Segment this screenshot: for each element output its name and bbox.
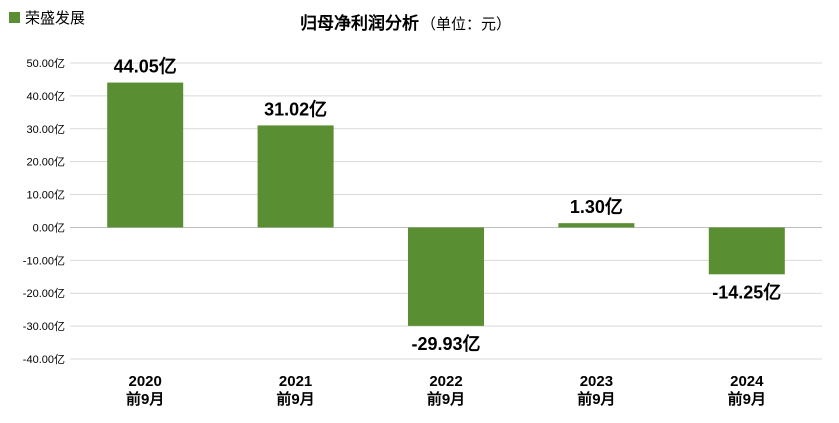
data-label: 44.05亿 <box>114 56 177 77</box>
bars <box>107 82 785 326</box>
y-tick-label: 0.00亿 <box>33 221 65 234</box>
y-tick-label: -10.00亿 <box>23 254 65 267</box>
x-tick-label-period: 前9月 <box>728 390 766 408</box>
bar <box>107 82 184 228</box>
x-tick-label-period: 前9月 <box>126 390 164 408</box>
x-tick-label-year: 2024 <box>730 373 764 390</box>
y-tick-label: 10.00亿 <box>26 189 65 202</box>
x-tick-label-period: 前9月 <box>427 390 465 408</box>
data-labels: 44.05亿 31.02亿 -29.93亿 1.30亿 -14.25亿 <box>114 56 782 354</box>
x-tick-label-period: 前9月 <box>577 390 615 408</box>
data-label: -29.93亿 <box>411 333 480 354</box>
y-tick-label: -20.00亿 <box>23 287 65 300</box>
x-tick-label-period: 前9月 <box>276 390 314 408</box>
y-tick-label: -30.00亿 <box>23 320 65 333</box>
y-axis: 50.00亿 40.00亿 30.00亿 20.00亿 10.00亿 0.00亿 -10.0… <box>23 57 65 366</box>
x-tick-label-year: 2023 <box>580 373 613 390</box>
x-tick-label-year: 2021 <box>279 373 312 390</box>
bar <box>257 125 334 228</box>
bar <box>708 227 785 275</box>
x-tick-label-year: 2022 <box>429 373 462 390</box>
legend: 荣盛发展 <box>9 10 85 27</box>
legend-label: 荣盛发展 <box>25 10 85 27</box>
y-tick-label: 40.00亿 <box>26 90 65 103</box>
y-tick-label: 30.00亿 <box>26 123 65 136</box>
y-tick-label: -40.00亿 <box>23 353 65 366</box>
data-label: 31.02亿 <box>264 98 327 119</box>
data-label: 1.30亿 <box>570 196 623 217</box>
bar <box>408 227 484 326</box>
chart-title-main: 归母净利润分析 <box>300 13 419 33</box>
y-tick-label: 20.00亿 <box>26 156 65 169</box>
chart-title-unit: （单位：元） <box>421 16 511 33</box>
chart-title: 归母净利润分析 （单位：元） <box>300 13 511 33</box>
data-label: -14.25亿 <box>712 281 781 302</box>
y-tick-label: 50.00亿 <box>26 57 65 70</box>
x-tick-label-year: 2020 <box>129 373 162 390</box>
bar <box>558 223 635 228</box>
legend-swatch <box>9 12 20 23</box>
